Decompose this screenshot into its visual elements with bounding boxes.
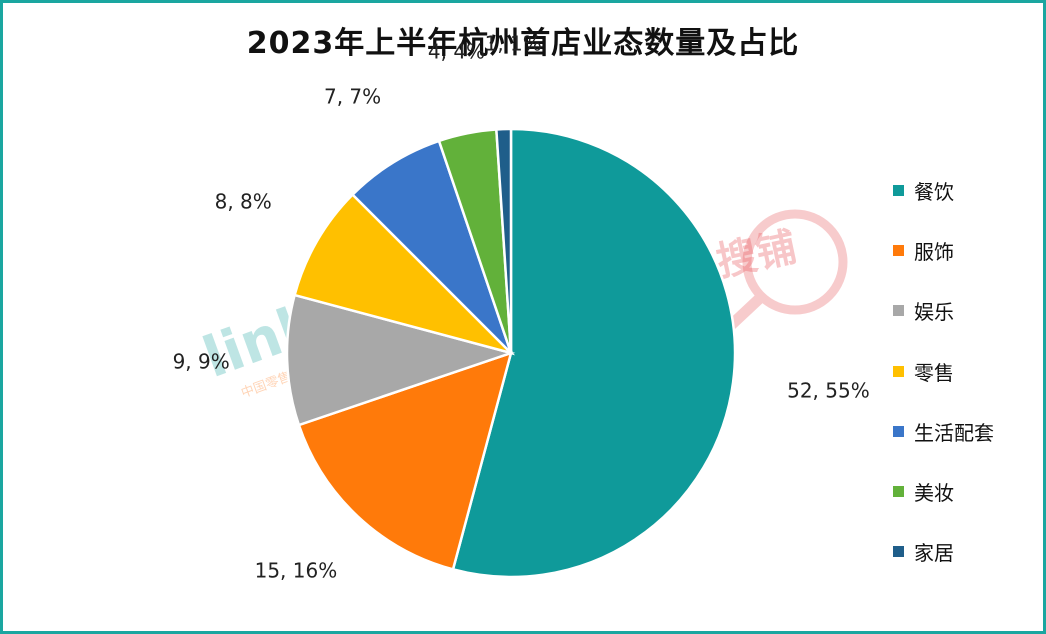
data-label-2: 15, 16% bbox=[255, 558, 338, 582]
pie-slice-7 bbox=[495, 127, 513, 354]
legend-item-3: 娱乐 bbox=[893, 281, 994, 341]
pie-slice-5 bbox=[350, 139, 513, 354]
legend-swatch bbox=[893, 486, 904, 498]
pie-data-labels: 52, 55% 15, 16% 9, 9% 8, 8% 7, 7% 4, 4% 1, 1% bbox=[173, 32, 870, 583]
legend-swatch bbox=[893, 305, 904, 317]
legend-label: 零售 bbox=[914, 360, 954, 385]
data-label-4: 8, 8% bbox=[215, 190, 272, 214]
legend-label: 娱乐 bbox=[914, 300, 954, 325]
legend-swatch bbox=[893, 546, 904, 558]
legend-label: 服饰 bbox=[914, 239, 954, 264]
pie-slices bbox=[285, 127, 737, 579]
data-label-5: 7, 7% bbox=[324, 85, 381, 109]
legend-item-4: 零售 bbox=[893, 341, 994, 401]
legend-item-7: 家居 bbox=[893, 522, 994, 582]
legend-item-6: 美妆 bbox=[893, 461, 994, 521]
legend-swatch bbox=[893, 244, 904, 256]
legend-label: 家居 bbox=[914, 541, 954, 566]
legend-item-2: 服饰 bbox=[893, 220, 994, 280]
legend-item-5: 生活配套 bbox=[893, 401, 994, 461]
data-label-6: 4, 4% bbox=[428, 39, 485, 63]
legend-swatch bbox=[893, 425, 904, 437]
pie-slice-4 bbox=[293, 192, 516, 356]
legend-label: 美妆 bbox=[914, 481, 954, 506]
chart-legend: 餐饮服饰娱乐零售生活配套美妆家居 bbox=[893, 160, 994, 582]
data-label-3: 9, 9% bbox=[173, 349, 230, 373]
legend-swatch bbox=[893, 365, 904, 377]
pie-slice-1 bbox=[451, 127, 737, 579]
legend-label: 生活配套 bbox=[914, 420, 994, 445]
data-label-7: 1, 1% bbox=[485, 32, 542, 56]
legend-swatch bbox=[893, 184, 904, 196]
chart-title: 2023年上半年杭州首店业态数量及占比 bbox=[246, 26, 800, 61]
legend-item-1: 餐饮 bbox=[893, 160, 994, 220]
pie-slice-3 bbox=[285, 293, 516, 427]
data-label-1: 52, 55% bbox=[787, 379, 870, 403]
legend-label: 餐饮 bbox=[914, 179, 954, 204]
